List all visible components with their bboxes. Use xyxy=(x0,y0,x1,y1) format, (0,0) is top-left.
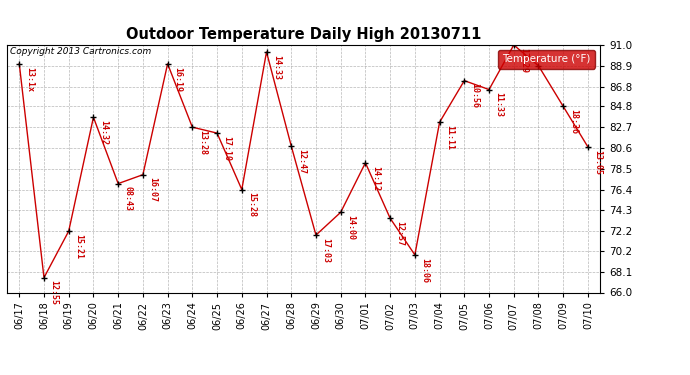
Text: 15:28: 15:28 xyxy=(247,192,257,217)
Text: 10:56: 10:56 xyxy=(470,83,479,108)
Text: 14:33: 14:33 xyxy=(272,55,281,80)
Text: 15:21: 15:21 xyxy=(75,234,83,259)
Text: 13:1x: 13:1x xyxy=(25,67,34,92)
Text: 18:06: 18:06 xyxy=(420,258,429,283)
Text: 17:10: 17:10 xyxy=(223,136,232,161)
Text: 08:43: 08:43 xyxy=(124,186,132,211)
Text: 14:32: 14:32 xyxy=(99,120,108,145)
Title: Outdoor Temperature Daily High 20130711: Outdoor Temperature Daily High 20130711 xyxy=(126,27,482,42)
Text: 18:36: 18:36 xyxy=(569,109,578,134)
Text: 17:03: 17:03 xyxy=(322,238,331,263)
Text: 14:12: 14:12 xyxy=(371,166,380,190)
Text: 11:11: 11:11 xyxy=(445,125,454,150)
Text: Copyright 2013 Cartronics.com: Copyright 2013 Cartronics.com xyxy=(10,48,151,57)
Text: 14:00: 14:00 xyxy=(346,215,355,240)
Text: 11:33: 11:33 xyxy=(495,92,504,117)
Text: 12:47: 12:47 xyxy=(297,149,306,174)
Text: 16:19: 16:19 xyxy=(173,67,182,92)
Text: 13:28: 13:28 xyxy=(198,130,207,155)
Text: 12:57: 12:57 xyxy=(395,221,405,246)
Text: 13:05: 13:05 xyxy=(593,150,602,175)
Text: 16:07: 16:07 xyxy=(148,177,157,203)
Legend: Temperature (°F): Temperature (°F) xyxy=(498,50,595,69)
Text: 17:29: 17:29 xyxy=(520,48,529,73)
Text: 12:55: 12:55 xyxy=(50,280,59,305)
